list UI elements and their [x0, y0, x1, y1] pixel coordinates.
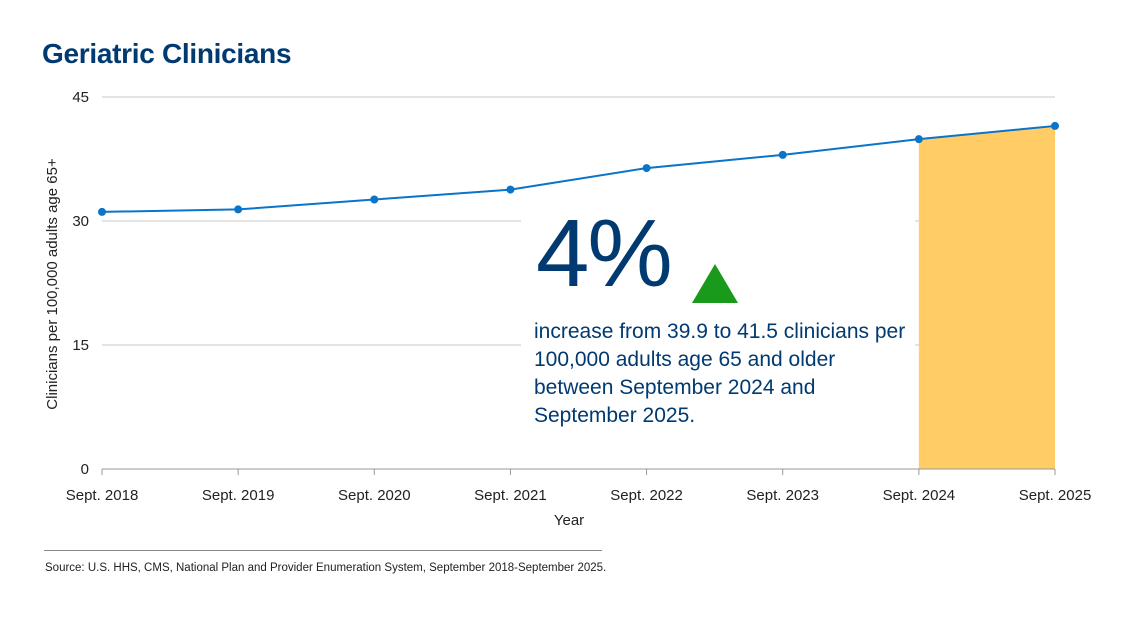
chart-title: Geriatric Clinicians — [42, 38, 292, 69]
y-tick-labels: 0 15 30 45 — [72, 89, 89, 478]
x-tick-label: Sept. 2023 — [746, 487, 819, 504]
source-divider — [44, 550, 602, 551]
data-point — [1051, 121, 1059, 130]
x-tick-label: Sept. 2022 — [610, 487, 683, 504]
x-tick-label: Sept. 2018 — [66, 487, 139, 504]
series-line-layer — [101, 124, 1056, 213]
x-tick-label: Sept. 2024 — [883, 487, 956, 504]
data-point — [98, 207, 106, 216]
data-point — [642, 164, 651, 173]
x-tick-labels: Sept. 2018 Sept. 2019 Sept. 2020 Sept. 2021… — [66, 487, 1092, 504]
y-tick-label: 0 — [81, 461, 89, 478]
series-line — [101, 124, 1056, 213]
data-point — [506, 185, 515, 194]
data-point — [234, 205, 243, 214]
x-tick-label: Sept. 2019 — [202, 487, 275, 504]
data-point — [370, 195, 379, 204]
data-point — [914, 135, 923, 144]
y-tick-label: 15 — [72, 337, 89, 354]
highlight-band-layer — [918, 125, 1055, 469]
series-points-layer — [98, 121, 1059, 216]
x-tick-label: Sept. 2020 — [338, 487, 411, 504]
up-triangle-icon — [692, 264, 738, 303]
callout-stat: 4% — [536, 200, 673, 307]
y-tick-label: 30 — [72, 213, 89, 230]
axes — [101, 468, 1056, 475]
source-note: Source: U.S. HHS, CMS, National Plan and… — [45, 562, 607, 574]
callout-box — [521, 212, 915, 430]
x-axis-title: Year — [554, 512, 584, 529]
y-tick-label: 45 — [72, 89, 89, 106]
y-axis-title: Clinicians per 100,000 adults age 65+ — [44, 158, 61, 410]
highlight-band — [918, 125, 1055, 469]
callout-description: increase from 39.9 to 41.5 clinicians pe… — [534, 320, 906, 427]
x-tick-label: Sept. 2021 — [474, 487, 547, 504]
data-point — [778, 150, 787, 159]
x-tick-label: Sept. 2025 — [1019, 487, 1092, 504]
